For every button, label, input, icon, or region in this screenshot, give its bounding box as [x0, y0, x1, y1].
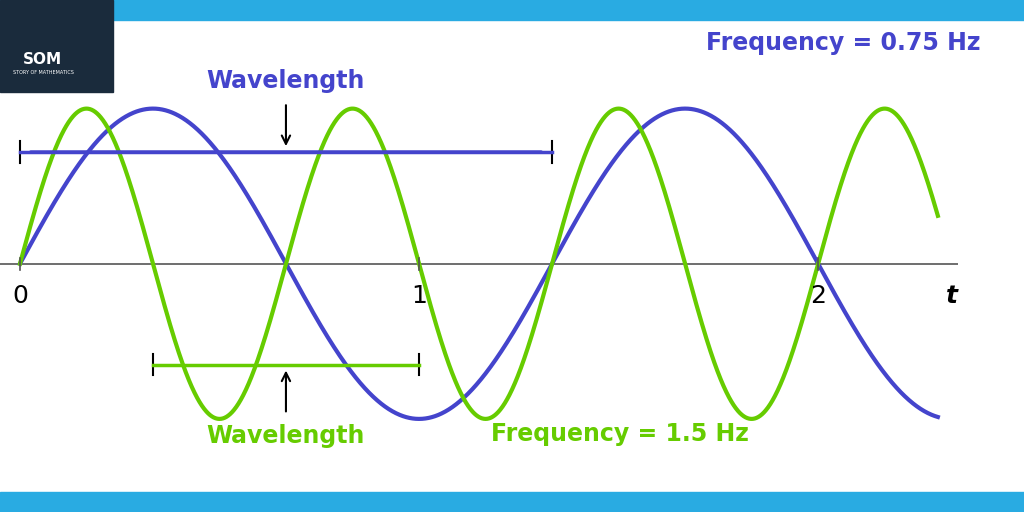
Text: Wavelength: Wavelength [207, 69, 366, 93]
Text: 1: 1 [411, 284, 427, 308]
Text: SOM: SOM [23, 52, 61, 67]
FancyBboxPatch shape [7, 18, 48, 38]
Text: 2: 2 [810, 284, 826, 308]
Text: Wavelength: Wavelength [207, 423, 366, 447]
FancyBboxPatch shape [7, 35, 48, 55]
FancyBboxPatch shape [41, 35, 82, 55]
Text: STORY OF MATHEMATICS: STORY OF MATHEMATICS [13, 70, 74, 75]
Text: 0: 0 [12, 284, 28, 308]
Text: Frequency = 0.75 Hz: Frequency = 0.75 Hz [707, 31, 981, 55]
FancyBboxPatch shape [41, 18, 82, 38]
Text: t: t [946, 284, 957, 308]
Text: Frequency = 1.5 Hz: Frequency = 1.5 Hz [490, 422, 749, 446]
